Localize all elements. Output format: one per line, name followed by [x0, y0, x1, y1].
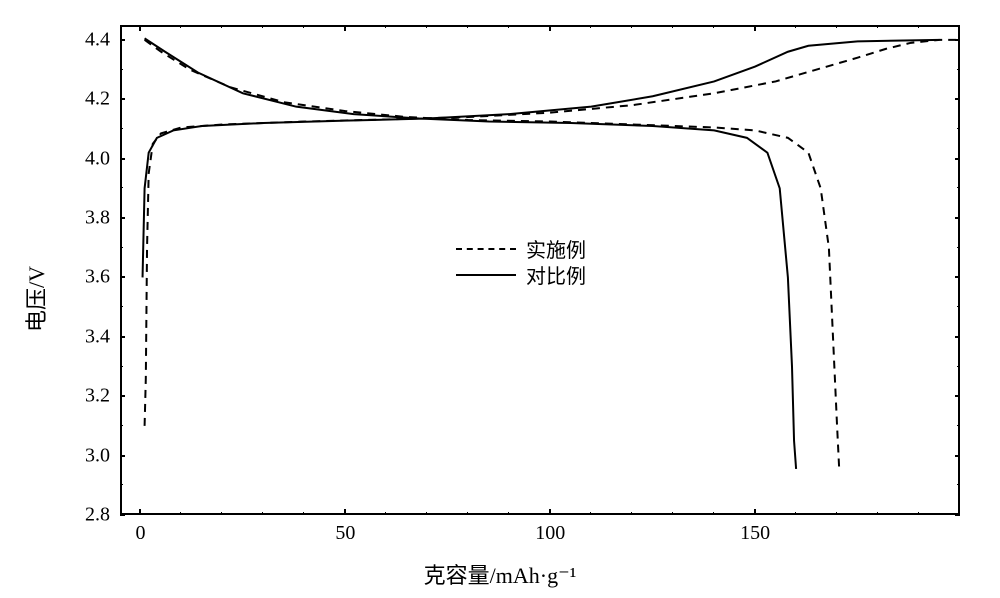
- y-axis-label: 电压/V: [19, 266, 51, 332]
- y-tick-label: 4.2: [85, 88, 110, 111]
- x-tick-label: 100: [535, 522, 565, 545]
- legend-item: 实施例: [456, 236, 586, 262]
- x-axis-label: 克容量/mAh·g⁻¹: [424, 558, 577, 590]
- y-tick-label: 3.2: [85, 385, 110, 408]
- x-tick-label: 150: [740, 522, 770, 545]
- legend-label: 对比例: [526, 260, 586, 289]
- voltage-capacity-chart: 电压/V 克容量/mAh·g⁻¹ 2.8 3.0 3.2 3.4 3.6 3.8 4.0 4.…: [0, 0, 1000, 598]
- plot-area: 实施例对比例: [120, 25, 960, 515]
- y-tick-label: 4.4: [85, 28, 110, 51]
- x-tick-label: 0: [135, 522, 145, 545]
- legend-item: 对比例: [456, 262, 586, 288]
- y-tick-label: 2.8: [85, 504, 110, 527]
- legend: 实施例对比例: [456, 236, 586, 288]
- y-tick-label: 3.4: [85, 325, 110, 348]
- y-tick-label: 3.6: [85, 266, 110, 289]
- y-tick-label: 4.0: [85, 147, 110, 170]
- y-tick-label: 3.8: [85, 207, 110, 230]
- x-tick-label: 50: [335, 522, 355, 545]
- legend-label: 实施例: [526, 234, 586, 263]
- y-tick-label: 3.0: [85, 444, 110, 467]
